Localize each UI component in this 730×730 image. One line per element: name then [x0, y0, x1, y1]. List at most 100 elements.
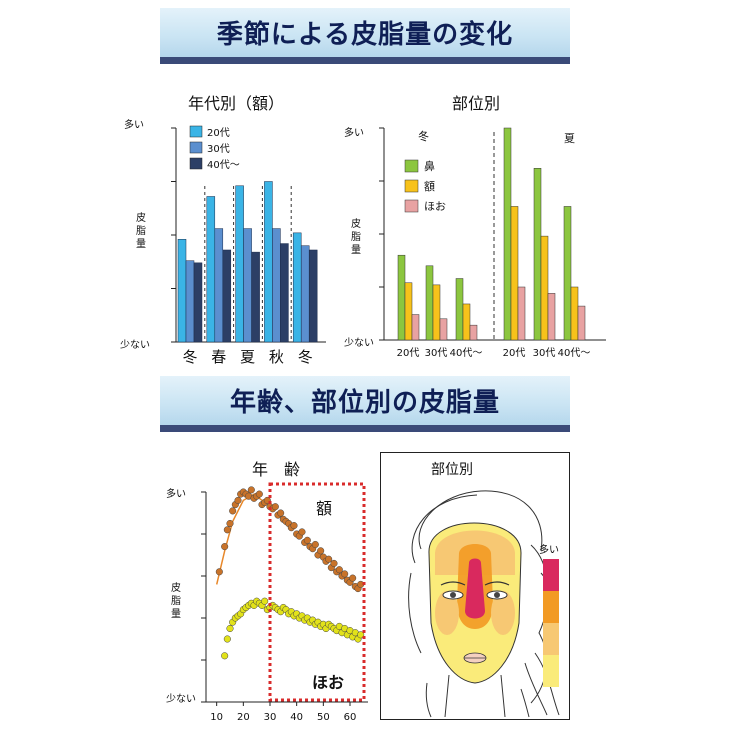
chart2-bar [510, 206, 519, 341]
title-banner-seasonal: 季節による皮脂量の変化 [160, 8, 570, 64]
chart3-point [215, 568, 223, 576]
chart2-bar [540, 235, 549, 341]
chart2-x-label: 40代～ [450, 347, 483, 359]
chart2-bar [533, 168, 542, 341]
chart2-bar [469, 324, 478, 341]
chart3-point [335, 566, 343, 574]
chart3-point [349, 574, 357, 582]
chart3-series-label: ほお [312, 673, 344, 692]
chart3-point [221, 543, 229, 551]
chart1-bar [280, 243, 289, 343]
chart3-ylabel: 皮脂量 [171, 583, 181, 620]
chart3-series-label: 額 [316, 499, 332, 518]
chart2-bar [570, 286, 579, 341]
chart3-point [221, 652, 229, 660]
chart3-point [226, 624, 234, 633]
chart2-bar [411, 314, 420, 341]
chart1-svg: 冬春夏秋冬20代30代40代～ [171, 125, 326, 366]
chart1-bar [206, 196, 216, 343]
chart2-ytick-top: 多い [344, 128, 364, 139]
chart1-ylabel: 皮脂量 [136, 213, 146, 250]
chart3-point [325, 555, 333, 563]
chart2-bar [455, 278, 464, 341]
chart3-point [341, 570, 349, 578]
chart3-svg: 10 20 30 40 50 60 額ほお [201, 482, 368, 723]
chart2-legend-label: 額 [424, 180, 435, 193]
chart1-legend-swatch [189, 125, 203, 138]
chart3-point [247, 486, 255, 494]
chart3-x-label: 50 [317, 712, 330, 723]
chart3-point [298, 528, 306, 536]
chart2-ytick-bottom: 少ない [344, 338, 374, 349]
chart1-x-label: 春 [211, 348, 226, 366]
chart2-bar [397, 254, 406, 341]
chart3-point [357, 631, 365, 639]
chart2-bar [517, 286, 526, 341]
chart2-title: 部位別 [452, 94, 501, 113]
chart3-point [271, 503, 279, 511]
chart2-legend-label: 鼻 [424, 159, 435, 173]
chart1-bar [243, 228, 252, 343]
face-scale-swatch [543, 655, 559, 687]
chart2-group-label: 夏 [564, 132, 575, 145]
chart3-point [226, 519, 234, 528]
chart3-x-label: 20 [237, 712, 250, 723]
chart2-x-label: 30代 [533, 347, 556, 359]
face-scale-legend [543, 559, 559, 687]
chart3-point [290, 522, 298, 530]
chart3-x-label: 30 [264, 712, 277, 723]
chart1-x-label: 冬 [182, 348, 197, 366]
chart3-x-label: 60 [344, 712, 357, 723]
chart2-bar [503, 127, 512, 341]
chart2-bar [425, 265, 434, 341]
chart1-legend-label: 40代～ [207, 159, 240, 171]
chart1-x-label: 冬 [298, 348, 313, 366]
chart1-x-label: 秋 [269, 348, 284, 366]
chart3-point [303, 536, 311, 544]
face-title: 部位別 [431, 462, 473, 478]
chart1-bar [272, 228, 281, 343]
chart3-point [277, 509, 285, 517]
chart1-bar [300, 245, 310, 343]
chart2-bar [404, 282, 413, 341]
chart1-bar [251, 251, 260, 343]
chart2-bar [432, 284, 441, 341]
chart3-point [223, 526, 231, 534]
face-illustration [408, 490, 560, 718]
chart1-bar [177, 239, 187, 343]
chart2-x-label: 30代 [425, 347, 448, 359]
chart2-legend-label: ほお [424, 200, 446, 213]
title-age-area: 年齢、部位別の皮脂量 [229, 388, 500, 418]
face-scale-swatch [543, 559, 559, 591]
chart2-ylabel: 皮脂量 [351, 219, 361, 256]
chart3-x-label: 40 [290, 712, 303, 723]
title-seasonal: 季節による皮脂量の変化 [216, 20, 514, 50]
chart1-bar [222, 249, 232, 343]
chart3-point [311, 540, 319, 549]
chart3-point [229, 507, 237, 515]
chart2-x-label: 40代～ [558, 347, 591, 359]
chart1-legend-swatch [189, 141, 203, 154]
chart3-title: 年 齢 [252, 460, 301, 479]
chart1-bar [308, 249, 318, 343]
face-scale-top: 多い [539, 545, 559, 556]
face-scale-swatch [543, 591, 559, 623]
chart1-ytick-bottom: 少ない [120, 340, 150, 351]
chart1-bar [185, 260, 195, 343]
chart2-bar [547, 293, 556, 341]
chart3-point [330, 559, 338, 567]
chart3-ytick-bottom: 少ない [166, 694, 196, 705]
chart3-ytick-top: 多い [166, 489, 186, 500]
face-scale-swatch [543, 623, 559, 655]
chart1-bar [214, 228, 224, 343]
chart3-trend-line [215, 493, 266, 585]
chart1-x-label: 夏 [240, 348, 255, 366]
chart1-legend-label: 20代 [207, 127, 230, 139]
chart2-legend-swatch [404, 179, 419, 193]
chart1-bar [292, 232, 302, 343]
chart3-point [255, 490, 263, 498]
chart1-title: 年代別（額） [188, 94, 285, 113]
chart2-bar [439, 318, 448, 341]
chart2-legend-swatch [404, 159, 419, 173]
